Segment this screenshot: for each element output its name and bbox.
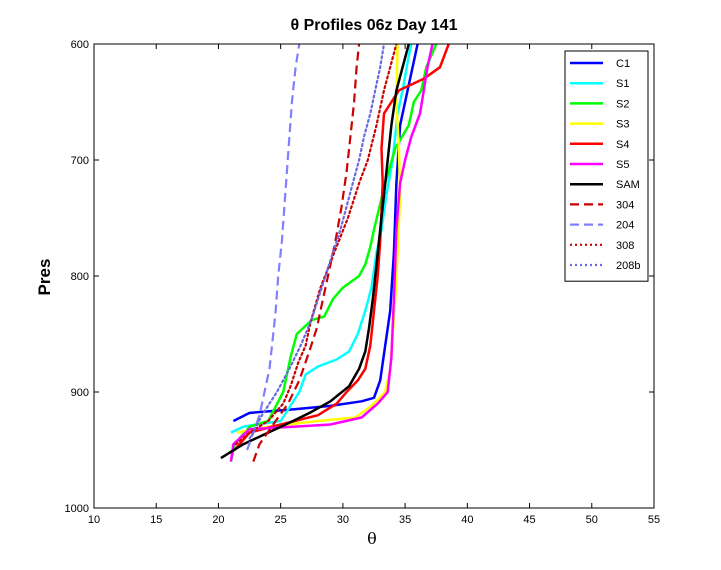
legend-label-204: 204 xyxy=(616,220,634,232)
series-line-S4 xyxy=(233,44,450,451)
x-tick-label-50: 50 xyxy=(586,514,598,526)
series-line-304 xyxy=(252,44,361,462)
x-tick-label-35: 35 xyxy=(399,514,411,526)
series-line-208b xyxy=(248,44,386,440)
legend-label-S4: S4 xyxy=(616,139,629,151)
y-tick-label-900: 900 xyxy=(71,387,89,399)
legend-label-208b: 208b xyxy=(616,260,640,272)
y-tick-label-700: 700 xyxy=(71,155,89,167)
x-tick-label-40: 40 xyxy=(461,514,473,526)
legend-label-SAM: SAM xyxy=(616,179,640,191)
series-line-SAM xyxy=(220,44,411,460)
legend-label-S5: S5 xyxy=(616,159,629,171)
y-tick-label-1000: 1000 xyxy=(65,503,89,515)
legend-label-304: 304 xyxy=(616,199,634,211)
x-tick-label-55: 55 xyxy=(648,514,660,526)
x-tick-label-10: 10 xyxy=(88,514,100,526)
legend-label-S1: S1 xyxy=(616,78,629,90)
series-line-C1 xyxy=(232,44,419,423)
legend-label-308: 308 xyxy=(616,240,634,252)
y-axis-label: Pres xyxy=(35,259,54,296)
chart-title: θ Profiles 06z Day 141 xyxy=(291,17,458,34)
x-tick-label-30: 30 xyxy=(337,514,349,526)
legend-label-S3: S3 xyxy=(616,119,629,131)
series-line-308 xyxy=(234,44,398,446)
y-tick-label-800: 800 xyxy=(71,271,89,283)
axes: 10 15 20 25 30 35 40 45 50 55 600 700 800 900 1000 xyxy=(65,39,661,526)
x-tick-label-25: 25 xyxy=(275,514,287,526)
legend-label-C1: C1 xyxy=(616,58,630,70)
series-lines xyxy=(220,44,450,462)
legend: C1 S1 S2 S3 S4 S5 SAM 304 204 308 208b xyxy=(564,50,649,282)
x-tick-label-20: 20 xyxy=(212,514,224,526)
plot-area xyxy=(94,44,654,508)
legend-box xyxy=(564,50,649,282)
series-line-204 xyxy=(246,44,301,451)
legend-label-S2: S2 xyxy=(616,98,629,110)
x-tick-label-15: 15 xyxy=(150,514,162,526)
y-tick-label-600: 600 xyxy=(71,39,89,51)
series-line-S2 xyxy=(229,44,438,462)
x-axis-label: θ xyxy=(367,529,377,548)
series-line-S5 xyxy=(229,44,434,462)
x-tick-label-45: 45 xyxy=(523,514,535,526)
